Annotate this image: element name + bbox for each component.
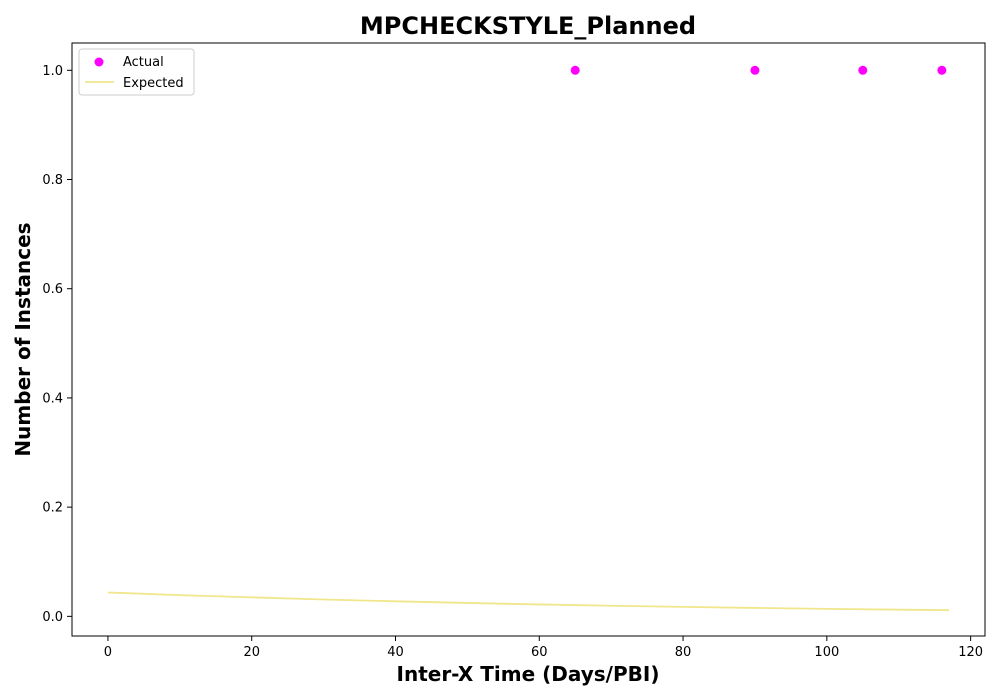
plot-frame (71, 42, 986, 637)
legend-expected-label: Expected (123, 76, 184, 91)
x-tick-label: 60 (531, 645, 548, 660)
y-axis-ticks: 0.0 0.2 0.4 0.6 0.8 1.0 (42, 64, 72, 625)
plot-area (72, 43, 985, 636)
x-tick-label: 120 (958, 645, 983, 660)
y-tick-label: 0.6 (42, 282, 63, 297)
y-tick-label: 1.0 (42, 64, 63, 79)
actual-point (570, 65, 580, 75)
legend-actual-label: Actual (123, 55, 164, 70)
x-tick-label: 20 (243, 645, 260, 660)
y-tick-label: 0.4 (42, 391, 63, 406)
actual-point (937, 65, 947, 75)
legend-actual-marker (94, 57, 104, 67)
expected-line (107, 591, 950, 612)
y-tick-label: 0.8 (42, 173, 63, 188)
x-axis-label: Inter-X Time (Days/PBI) (397, 662, 660, 686)
x-tick-label: 80 (675, 645, 692, 660)
x-tick-label: 0 (104, 645, 112, 660)
series-layer (107, 65, 950, 612)
y-tick-label: 0.0 (42, 610, 63, 625)
x-tick-label: 40 (387, 645, 404, 660)
y-axis-label: Number of Instances (11, 222, 35, 456)
legend: Actual Expected (78, 48, 195, 96)
actual-point (858, 65, 868, 75)
legend-box (78, 48, 195, 96)
actual-point (750, 65, 760, 75)
x-axis-ticks: 0 20 40 60 80 100 120 (104, 636, 983, 660)
x-tick-label: 100 (814, 645, 839, 660)
y-tick-label: 0.2 (42, 501, 63, 516)
chart-title: MPCHECKSTYLE_Planned (360, 12, 696, 40)
